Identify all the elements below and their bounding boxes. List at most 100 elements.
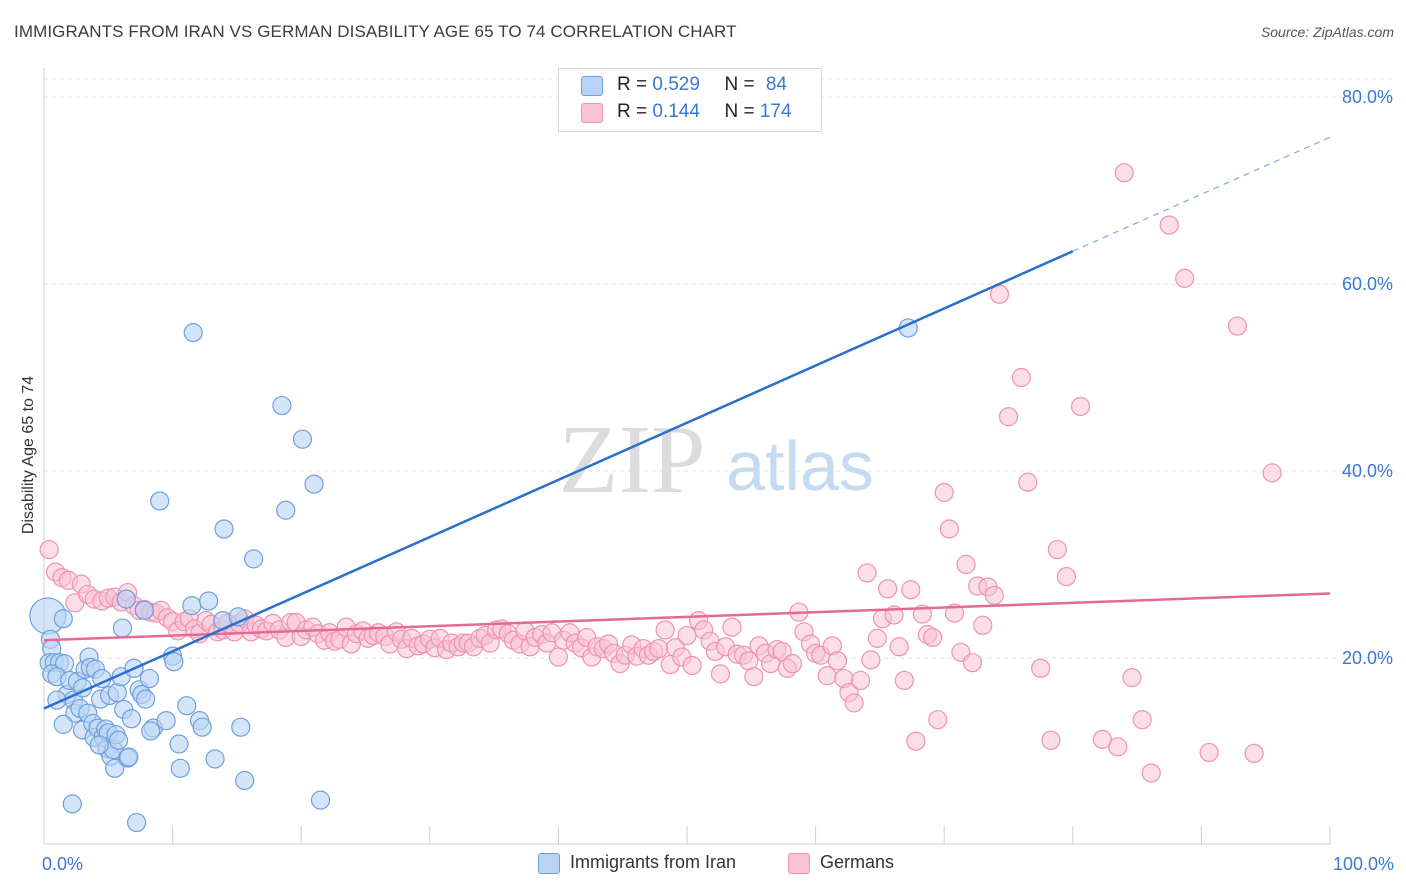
germans-point xyxy=(939,519,959,539)
watermark-atlas: atlas xyxy=(726,427,874,505)
germans-point xyxy=(998,407,1019,427)
iran-point xyxy=(112,618,133,638)
iran-point xyxy=(139,668,160,689)
iran-point xyxy=(89,735,109,755)
iran-point xyxy=(164,652,184,672)
iran-point xyxy=(304,474,324,494)
y-tick-label: 80.0% xyxy=(1342,87,1393,107)
germans-point xyxy=(928,710,948,730)
germans-point xyxy=(878,579,898,599)
legend-n-value-iran: 84 xyxy=(765,74,787,95)
germans-point xyxy=(851,670,871,691)
y-tick-label: 40.0% xyxy=(1342,461,1393,481)
legend-swatch-iran xyxy=(581,76,603,96)
iran-point xyxy=(205,749,225,769)
germans-point xyxy=(1108,737,1128,757)
legend-n-label: N = xyxy=(724,101,760,122)
germans-point xyxy=(962,653,983,673)
germans-point xyxy=(1047,539,1067,560)
germans-point xyxy=(1159,215,1179,235)
trend-lines xyxy=(43,136,1331,710)
germans-point xyxy=(1056,567,1076,587)
iran-point xyxy=(276,500,296,520)
germans-point xyxy=(827,651,848,671)
germans-point xyxy=(973,615,993,635)
axes xyxy=(43,68,1331,845)
iran-point xyxy=(292,429,313,449)
iran-point xyxy=(121,709,142,729)
iran-point xyxy=(53,714,73,734)
legend-r-value-iran: 0.529 xyxy=(652,74,700,95)
watermark: ZIP atlas xyxy=(559,406,874,514)
germans-point xyxy=(39,539,59,560)
germans-point xyxy=(923,627,943,648)
legend-r-label: R = xyxy=(617,74,653,95)
germans-point xyxy=(722,617,742,637)
germans-point xyxy=(989,284,1010,304)
germans-point xyxy=(861,650,881,670)
germans-point xyxy=(1070,396,1091,417)
germans-point xyxy=(844,693,864,713)
tick-labels: 20.0% 40.0% 60.0% 80.0% 0.0% 100.0% xyxy=(42,87,1394,874)
iran-point xyxy=(126,812,147,833)
germans-point xyxy=(1031,658,1051,678)
germans-point xyxy=(1122,668,1142,688)
bottom-legend-swatch-germans xyxy=(788,853,810,874)
germans-point xyxy=(1199,742,1219,763)
germans-point xyxy=(1227,316,1248,336)
iran-point xyxy=(199,591,219,611)
legend-n-label: N = xyxy=(724,74,760,95)
germans-point xyxy=(1011,367,1031,388)
source-label: Source: ZipAtlas.com xyxy=(1260,24,1394,40)
germans-point xyxy=(1141,763,1161,783)
germans-point xyxy=(956,554,976,575)
germans-point xyxy=(1132,710,1152,730)
legend-r-value-germans: 0.144 xyxy=(652,101,700,122)
iran-series xyxy=(29,318,918,833)
iran-point xyxy=(169,734,189,754)
iran-point xyxy=(192,717,212,737)
iran-point xyxy=(177,696,197,716)
iran-trend-line xyxy=(43,250,1074,710)
x-tick-label: 0.0% xyxy=(42,854,83,874)
iran-point xyxy=(116,589,136,609)
germans-point xyxy=(901,580,921,600)
germans-trend-line xyxy=(43,592,1331,642)
legend-n-value-germans: 174 xyxy=(759,101,792,122)
y-tick-label: 60.0% xyxy=(1342,274,1393,294)
iran-point xyxy=(108,730,129,750)
germans-point xyxy=(1018,472,1038,492)
germans-point xyxy=(649,639,669,659)
germans-point xyxy=(906,731,926,751)
iran-point xyxy=(119,747,139,767)
germans-point xyxy=(889,637,909,657)
iran-point xyxy=(244,549,264,569)
germans-point xyxy=(1175,268,1195,288)
iran-point xyxy=(156,711,176,731)
iran-point xyxy=(150,491,170,511)
germans-point xyxy=(548,647,569,667)
iran-point xyxy=(62,794,82,814)
iran-trend-extension xyxy=(1072,136,1331,252)
germans-point xyxy=(1244,743,1264,763)
grid-lines xyxy=(44,78,1392,659)
germans-point xyxy=(944,603,965,623)
iran-point xyxy=(310,790,331,810)
watermark-zip: ZIP xyxy=(559,406,706,514)
legend-swatch-germans xyxy=(581,103,603,123)
y-tick-label: 20.0% xyxy=(1342,648,1393,668)
iran-point xyxy=(231,717,251,737)
germans-point xyxy=(984,585,1004,605)
germans-point xyxy=(867,628,887,648)
germans-point xyxy=(710,664,731,684)
germans-point xyxy=(1114,163,1134,183)
germans-point xyxy=(1092,729,1112,749)
iran-point xyxy=(170,758,190,778)
iran-point xyxy=(107,682,127,703)
germans-point xyxy=(894,670,914,691)
germans-point xyxy=(677,625,697,646)
germans-point xyxy=(1262,463,1282,483)
iran-point xyxy=(135,689,156,709)
legend: R = 0.529 N = 84 R = 0.144 N = 174 xyxy=(558,68,822,132)
